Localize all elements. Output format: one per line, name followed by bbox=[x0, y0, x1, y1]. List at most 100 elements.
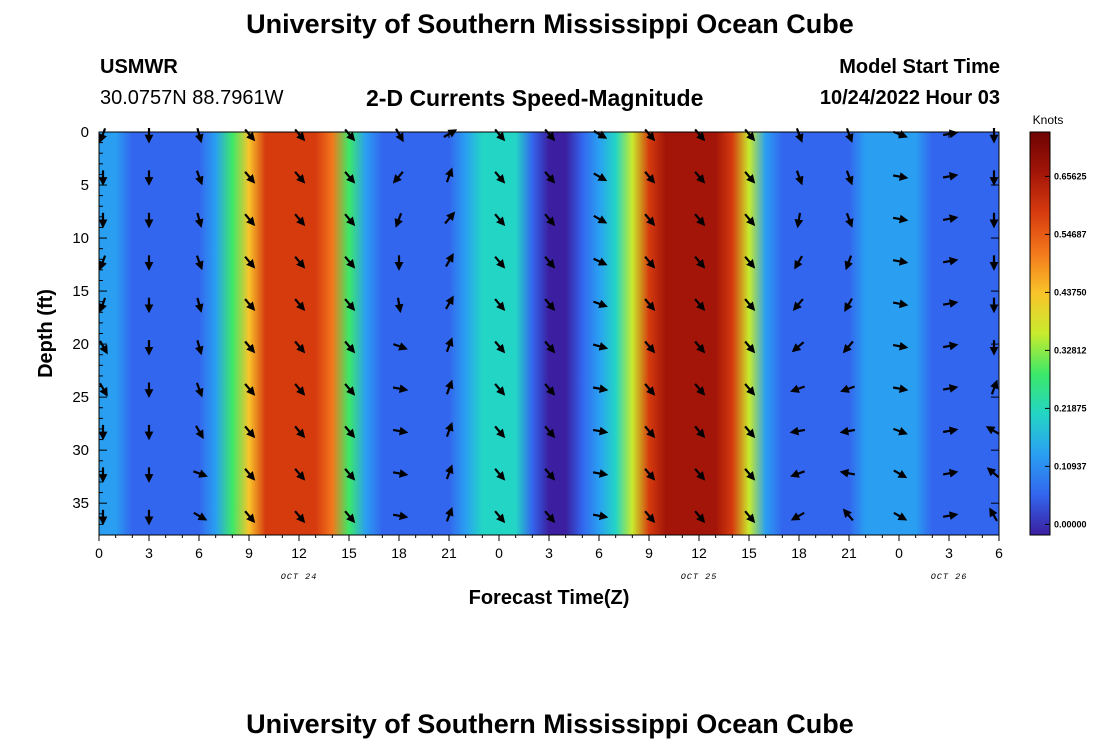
current-arrow bbox=[544, 340, 556, 354]
current-arrow bbox=[942, 468, 959, 478]
current-arrow bbox=[544, 213, 556, 227]
x-tick-label: 3 bbox=[545, 545, 553, 561]
current-arrow bbox=[344, 171, 356, 184]
current-arrow bbox=[294, 425, 306, 439]
current-arrow bbox=[986, 467, 1000, 479]
colorbar-tick-label: 0.10937 bbox=[1054, 461, 1087, 471]
current-arrow bbox=[592, 511, 609, 521]
current-arrow bbox=[892, 341, 909, 351]
current-arrow bbox=[294, 468, 306, 481]
current-arrow bbox=[845, 170, 854, 186]
model-start-label: Model Start Time bbox=[839, 56, 1000, 78]
current-arrow bbox=[942, 256, 959, 266]
current-arrow bbox=[694, 171, 706, 184]
current-arrow bbox=[644, 255, 656, 269]
current-arrow bbox=[593, 172, 608, 182]
current-arrow bbox=[244, 468, 256, 481]
current-arrow bbox=[790, 384, 805, 393]
current-arrow bbox=[790, 511, 805, 521]
current-arrow bbox=[644, 383, 656, 396]
current-arrow bbox=[592, 342, 609, 351]
current-arrow bbox=[344, 255, 356, 269]
current-arrow bbox=[445, 379, 454, 395]
current-arrow bbox=[844, 297, 853, 312]
heatmap-layer bbox=[99, 132, 999, 535]
x-date-label: OCT 26 bbox=[931, 572, 968, 582]
current-arrow bbox=[244, 298, 256, 311]
current-arrow bbox=[194, 212, 204, 228]
current-arrow bbox=[840, 384, 855, 393]
current-arrow bbox=[445, 337, 454, 353]
current-arrow bbox=[294, 213, 306, 227]
current-arrow bbox=[744, 171, 756, 184]
current-arrow bbox=[344, 383, 356, 396]
current-arrow bbox=[744, 383, 756, 396]
current-arrow bbox=[195, 255, 204, 271]
current-arrow bbox=[244, 340, 256, 354]
x-tick-label: 9 bbox=[645, 545, 653, 561]
current-arrow bbox=[294, 171, 306, 184]
current-arrow bbox=[294, 510, 306, 524]
current-arrow bbox=[942, 341, 959, 351]
x-tick-label: 15 bbox=[341, 545, 357, 561]
current-arrow bbox=[444, 211, 456, 225]
current-arrow bbox=[842, 508, 854, 522]
current-arrow bbox=[744, 213, 756, 227]
current-arrow bbox=[394, 212, 403, 228]
current-arrow bbox=[195, 382, 204, 398]
current-arrow bbox=[694, 255, 706, 269]
current-arrow bbox=[592, 426, 609, 436]
current-arrow bbox=[942, 299, 959, 308]
x-tick-label: 0 bbox=[895, 545, 903, 561]
colorbar-scale bbox=[1029, 131, 1051, 536]
current-arrow bbox=[193, 469, 208, 478]
current-arrow bbox=[844, 255, 853, 271]
current-arrow bbox=[694, 298, 706, 311]
station-coordinates: 30.0757N 88.7961W bbox=[100, 87, 284, 109]
current-arrow bbox=[344, 510, 356, 524]
current-arrow bbox=[942, 511, 959, 520]
current-arrow bbox=[99, 340, 108, 355]
current-arrow bbox=[593, 214, 608, 224]
y-tick-label: 0 bbox=[81, 124, 89, 141]
colorbar: Knots 0.65625 0.54687 0.43750 0.32812 0.21875… bbox=[1029, 113, 1087, 536]
current-arrow bbox=[892, 214, 909, 224]
current-arrow bbox=[494, 255, 506, 269]
current-arrow bbox=[644, 298, 656, 311]
current-arrow bbox=[790, 469, 805, 478]
current-arrow bbox=[445, 295, 454, 310]
current-arrow bbox=[494, 383, 506, 396]
current-arrow bbox=[839, 468, 856, 478]
current-arrow bbox=[893, 469, 908, 479]
current-arrow bbox=[644, 340, 656, 354]
current-arrow bbox=[244, 383, 256, 396]
current-arrow bbox=[344, 468, 356, 481]
current-arrow bbox=[445, 464, 454, 480]
current-arrow bbox=[794, 255, 803, 270]
current-arrow bbox=[942, 426, 959, 436]
current-arrow bbox=[694, 510, 706, 524]
x-tick-label: 0 bbox=[95, 545, 103, 561]
x-date-label: OCT 24 bbox=[281, 572, 318, 582]
current-arrow bbox=[544, 510, 556, 524]
current-arrow bbox=[942, 384, 959, 393]
current-arrow bbox=[244, 255, 256, 269]
current-arrow bbox=[393, 342, 408, 351]
y-tick-label: 5 bbox=[81, 177, 89, 194]
footer-title: University of Southern Mississippi Ocean… bbox=[246, 709, 854, 739]
current-arrow bbox=[593, 299, 608, 309]
y-tick-label: 25 bbox=[72, 389, 89, 406]
current-arrow bbox=[392, 469, 409, 478]
colorbar-tick-label: 0.43750 bbox=[1054, 287, 1087, 297]
y-tick-label: 15 bbox=[72, 283, 89, 300]
current-arrow bbox=[744, 298, 756, 311]
x-tick-label: 6 bbox=[995, 545, 1003, 561]
current-arrow bbox=[694, 340, 706, 354]
x-tick-label: 21 bbox=[441, 545, 457, 561]
current-arrow bbox=[791, 341, 805, 353]
colorbar-tick-label: 0.00000 bbox=[1054, 519, 1087, 529]
x-tick-label: 21 bbox=[841, 545, 857, 561]
current-arrow bbox=[942, 171, 959, 181]
current-arrow bbox=[294, 340, 306, 354]
